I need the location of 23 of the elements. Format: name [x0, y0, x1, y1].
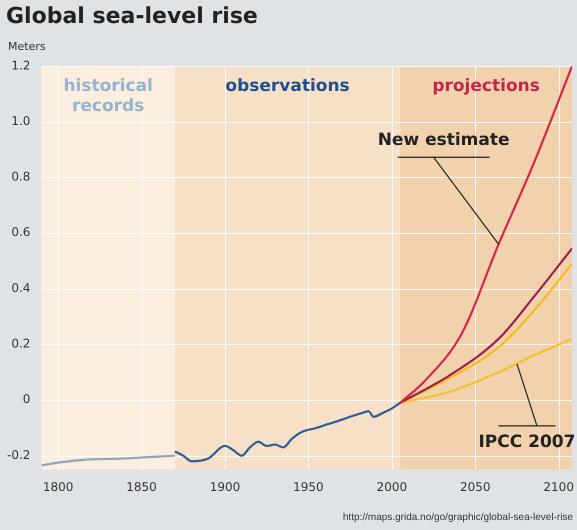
chart-title: Global sea-level rise — [6, 4, 258, 29]
y-tick-label: 0.6 — [11, 225, 30, 240]
y-tick-label: 1.0 — [11, 114, 30, 128]
y-tick-label: 0 — [22, 392, 30, 406]
x-tick-label: 2000 — [376, 480, 408, 494]
band-label: projections — [432, 76, 540, 96]
y-tick-label: 1.2 — [11, 58, 30, 72]
x-tick-label: 1800 — [42, 480, 74, 494]
y-tick-label: 0.2 — [11, 336, 30, 351]
text: http://maps.grida.no/go/graphic/global-sea-level-rise — [342, 512, 573, 523]
y-axis-title: Meters — [8, 40, 46, 53]
y-tick-label: 0.4 — [11, 280, 30, 295]
band-label: historical records — [63, 76, 153, 116]
band-label: observations — [225, 76, 350, 96]
x-tick-label: 2100 — [543, 480, 574, 494]
x-tick-label: 1850 — [126, 480, 157, 494]
x-tick-label: 2050 — [460, 480, 491, 494]
x-tick-label: 1950 — [293, 480, 324, 494]
y-tick-label: 0.8 — [11, 170, 30, 184]
annotation: IPCC 2007 — [478, 432, 576, 452]
annotation: New estimate — [378, 130, 510, 150]
x-tick-label: 1900 — [210, 480, 240, 494]
y-tick-label: -0.2 — [6, 448, 30, 462]
